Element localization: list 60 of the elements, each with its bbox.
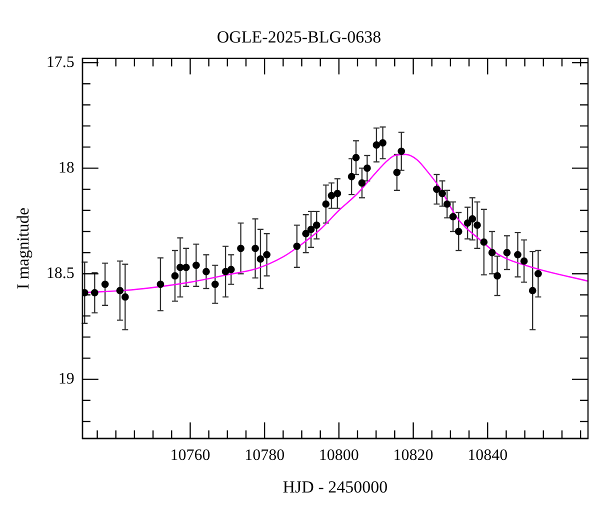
point: [171, 272, 179, 280]
point: [202, 268, 210, 276]
point: [256, 255, 264, 263]
point: [211, 280, 219, 288]
point: [372, 141, 380, 149]
point: [494, 272, 501, 280]
point: [156, 280, 164, 288]
point: [222, 268, 230, 276]
point: [520, 257, 528, 265]
point: [348, 172, 356, 180]
y-tick-label: 18: [58, 159, 74, 176]
point: [468, 215, 476, 223]
point: [534, 270, 542, 278]
point: [237, 244, 244, 252]
point: [101, 280, 109, 288]
point: [192, 262, 200, 269]
point: [182, 264, 190, 272]
point: [393, 168, 401, 176]
point: [90, 289, 98, 296]
point: [227, 266, 235, 274]
point: [449, 213, 457, 220]
point: [252, 244, 259, 252]
point: [334, 190, 342, 198]
point: [293, 242, 301, 250]
y-axis-title: I magnitude: [14, 208, 33, 290]
point: [514, 251, 522, 258]
point: [379, 139, 386, 147]
point: [121, 293, 129, 301]
point: [464, 219, 472, 227]
point: [307, 226, 315, 234]
x-tick-label: 10840: [468, 447, 508, 464]
point: [363, 164, 371, 172]
point: [443, 200, 451, 208]
point: [438, 190, 446, 198]
point: [398, 148, 406, 155]
point: [488, 248, 496, 256]
point: [328, 192, 336, 200]
x-tick-label: 10760: [170, 447, 210, 464]
point: [474, 221, 481, 229]
point: [352, 154, 360, 162]
point: [454, 228, 462, 236]
point: [176, 264, 184, 272]
point: [302, 230, 310, 238]
point: [432, 186, 440, 193]
x-axis-title: HJD - 2450000: [282, 477, 388, 496]
chart-title: OGLE-2025-BLG-0638: [216, 28, 382, 47]
x-tick-label: 10780: [244, 447, 285, 464]
point: [480, 238, 488, 246]
y-tick-label: 17.5: [46, 54, 74, 71]
point: [312, 221, 320, 229]
y-tick-label: 18.5: [46, 264, 74, 282]
point: [322, 200, 330, 208]
y-tick-label: 19: [58, 370, 74, 388]
x-tick-label: 10820: [393, 447, 434, 464]
x-tick-label: 10800: [318, 447, 359, 464]
point: [263, 251, 270, 258]
point: [528, 286, 536, 294]
point: [116, 286, 124, 294]
point: [503, 248, 511, 256]
point: [358, 179, 366, 187]
